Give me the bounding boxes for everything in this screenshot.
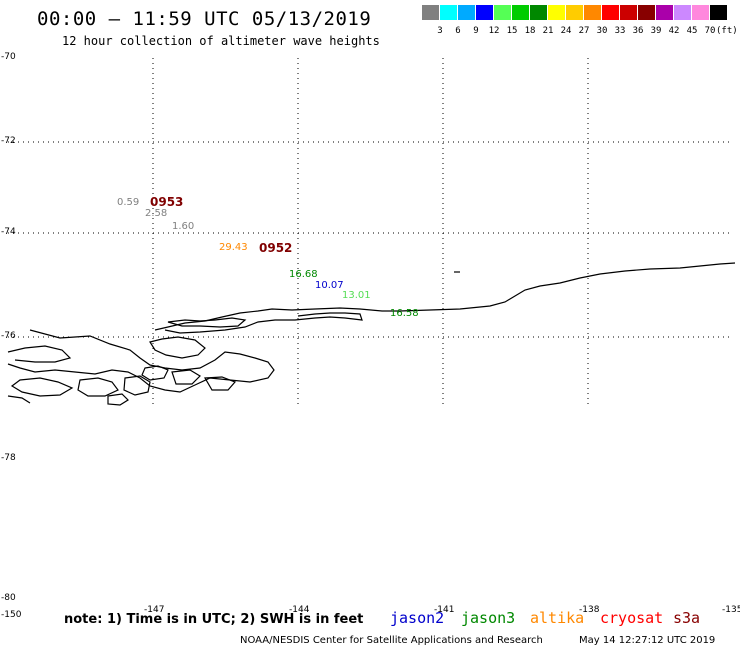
coastline: [7, 262, 736, 406]
scale-swatch: [602, 5, 619, 20]
scale-label: 33: [614, 26, 626, 36]
wave-height-label: 16.68: [289, 269, 318, 280]
scale-label: 30: [596, 26, 608, 36]
footnote: note: 1) Time is in UTC; 2) SWH is in fe…: [64, 612, 364, 627]
ice-island: [171, 369, 201, 385]
scale-label: 18: [524, 26, 536, 36]
ice-island: [10, 377, 74, 397]
ice-island: [7, 345, 72, 363]
scale-label: 15: [506, 26, 518, 36]
wave-height-label: 1.60: [172, 221, 195, 232]
wave-height-label: 10.07: [315, 280, 344, 291]
scale-label: 36: [632, 26, 644, 36]
scale-swatch: [440, 5, 457, 20]
scale-swatch: [422, 5, 439, 20]
scale-label: 27: [578, 26, 590, 36]
lon-label: -141: [434, 605, 455, 615]
satellite-legend-item: cryosat: [600, 609, 664, 627]
pass-time-label: 0952: [259, 241, 293, 255]
scale-swatch: [458, 5, 475, 20]
lon-label: -147: [144, 605, 165, 615]
scale-label: 24: [560, 26, 572, 36]
generated-timestamp: May 14 12:27:12 UTC 2019: [579, 635, 716, 646]
scale-swatch: [710, 5, 727, 20]
scale-swatch: [476, 5, 493, 20]
scale-swatch: [566, 5, 583, 20]
lon-label: -144: [289, 605, 310, 615]
scale-label: 6: [455, 26, 461, 36]
scale-label: 39: [650, 26, 662, 36]
scale-swatch: [620, 5, 637, 20]
satellite-legend-item: s3a: [673, 609, 701, 627]
ice-island: [7, 395, 31, 404]
ice-island: [149, 336, 206, 359]
lat-label: -72: [1, 136, 16, 146]
credit-line: NOAA/NESDIS Center for Satellite Applica…: [240, 635, 543, 646]
scale-unit: (ft): [716, 26, 738, 36]
scale-label: 70: [704, 26, 716, 36]
wave-height-label: 13.01: [342, 290, 371, 301]
scale-swatch: [530, 5, 547, 20]
map-title: 00:00 – 11:59 UTC 05/13/2019: [37, 8, 372, 30]
scale-label: 9: [473, 26, 479, 36]
lat-label: -74: [1, 227, 16, 237]
map-subtitle: 12 hour collection of altimeter wave hei…: [62, 34, 380, 48]
graticule: [8, 58, 732, 405]
wave-height-label: 29.43: [219, 242, 248, 253]
scale-swatch: [656, 5, 673, 20]
lon-label: -135: [722, 605, 740, 615]
scale-label: 21: [542, 26, 554, 36]
scale-swatch: [584, 5, 601, 20]
satellite-legend-item: jason3: [461, 609, 516, 627]
scale-label: 42: [668, 26, 680, 36]
scale-swatch: [638, 5, 655, 20]
coastline-main: [154, 262, 736, 331]
lon-label: -150: [1, 610, 22, 620]
wave-height-label: 16.58: [390, 308, 419, 319]
scale-swatch: [692, 5, 709, 20]
wave-height-label: 2.58: [145, 208, 168, 219]
lon-label: -138: [579, 605, 600, 615]
ice-island: [203, 376, 237, 391]
lat-label: -78: [1, 453, 16, 463]
ice-island: [7, 329, 275, 393]
scale-swatch: [494, 5, 511, 20]
pass-time-label: 0953: [150, 195, 184, 209]
scale-swatch: [674, 5, 691, 20]
lat-label: -80: [1, 593, 16, 603]
wave-height-label: 0.59: [117, 197, 140, 208]
scale-label: 3: [437, 26, 443, 36]
ice-island: [77, 377, 119, 397]
ice-island: [167, 317, 247, 328]
coastline-shelf: [164, 312, 363, 334]
satellite-legend-item: altika: [530, 609, 585, 627]
lat-label: -70: [1, 52, 16, 62]
satellite-legend-item: jason2: [390, 609, 445, 627]
ice-island: [141, 365, 169, 381]
scale-swatch: [512, 5, 529, 20]
scale-swatch: [548, 5, 565, 20]
ice-island: [107, 393, 129, 406]
ice-island: [123, 375, 151, 396]
lat-label: -76: [1, 331, 16, 341]
scale-label: 45: [686, 26, 698, 36]
scale-label: 12: [488, 26, 500, 36]
